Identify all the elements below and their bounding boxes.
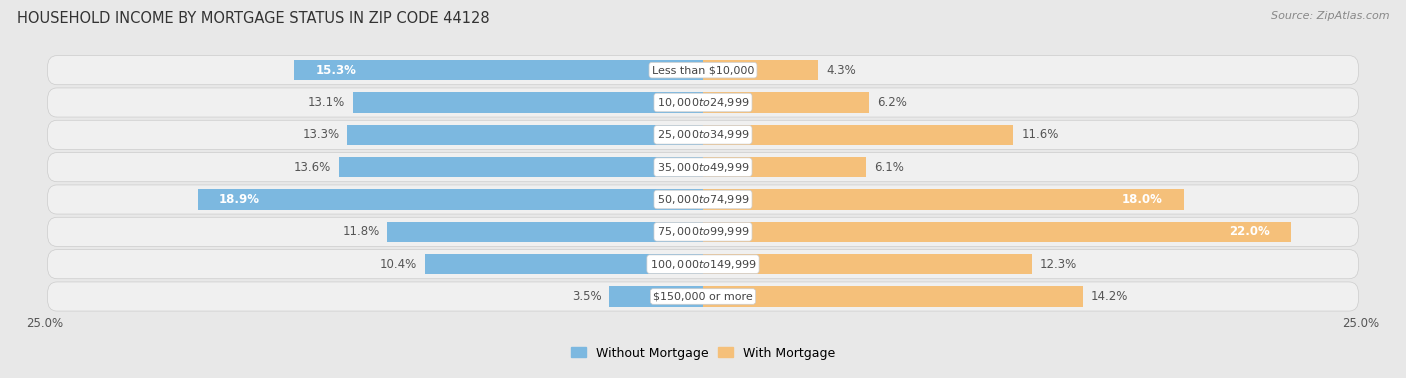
Text: 11.6%: 11.6% [1021, 128, 1059, 141]
Text: 18.0%: 18.0% [1122, 193, 1163, 206]
Text: 4.3%: 4.3% [825, 64, 856, 77]
Text: $75,000 to $99,999: $75,000 to $99,999 [657, 225, 749, 239]
Text: $150,000 or more: $150,000 or more [654, 291, 752, 302]
Bar [347, 125, 703, 145]
Text: $25,000 to $34,999: $25,000 to $34,999 [657, 128, 749, 141]
Text: $35,000 to $49,999: $35,000 to $49,999 [657, 161, 749, 174]
Bar [353, 93, 703, 113]
Text: 15.3%: 15.3% [315, 64, 356, 77]
FancyBboxPatch shape [48, 282, 1358, 311]
Text: 13.6%: 13.6% [294, 161, 332, 174]
Text: 3.5%: 3.5% [572, 290, 602, 303]
Text: 13.3%: 13.3% [302, 128, 339, 141]
Text: 6.1%: 6.1% [875, 161, 904, 174]
Text: 10.4%: 10.4% [380, 258, 416, 271]
Text: $100,000 to $149,999: $100,000 to $149,999 [650, 258, 756, 271]
Text: 12.3%: 12.3% [1040, 258, 1077, 271]
FancyBboxPatch shape [48, 185, 1358, 214]
Bar [703, 254, 1032, 274]
Bar [703, 287, 1083, 307]
FancyBboxPatch shape [48, 217, 1358, 246]
Text: Less than $10,000: Less than $10,000 [652, 65, 754, 75]
Legend: Without Mortgage, With Mortgage: Without Mortgage, With Mortgage [571, 347, 835, 359]
FancyBboxPatch shape [48, 56, 1358, 85]
Bar [703, 157, 866, 177]
Bar [425, 254, 703, 274]
Text: 25.0%: 25.0% [1343, 316, 1379, 330]
Text: $10,000 to $24,999: $10,000 to $24,999 [657, 96, 749, 109]
Bar [703, 125, 1014, 145]
Bar [703, 189, 1184, 209]
Bar [294, 60, 703, 80]
FancyBboxPatch shape [48, 120, 1358, 149]
Bar [703, 93, 869, 113]
Text: Source: ZipAtlas.com: Source: ZipAtlas.com [1271, 11, 1389, 21]
Bar [339, 157, 703, 177]
Text: 14.2%: 14.2% [1091, 290, 1128, 303]
Text: 6.2%: 6.2% [877, 96, 907, 109]
FancyBboxPatch shape [48, 249, 1358, 279]
FancyBboxPatch shape [48, 153, 1358, 182]
Text: 13.1%: 13.1% [308, 96, 344, 109]
Bar [609, 287, 703, 307]
Text: 11.8%: 11.8% [342, 225, 380, 239]
Bar [388, 222, 703, 242]
Text: 22.0%: 22.0% [1229, 225, 1270, 239]
Text: $50,000 to $74,999: $50,000 to $74,999 [657, 193, 749, 206]
Text: 25.0%: 25.0% [27, 316, 63, 330]
FancyBboxPatch shape [48, 88, 1358, 117]
Text: HOUSEHOLD INCOME BY MORTGAGE STATUS IN ZIP CODE 44128: HOUSEHOLD INCOME BY MORTGAGE STATUS IN Z… [17, 11, 489, 26]
Bar [198, 189, 703, 209]
Bar [703, 222, 1291, 242]
Text: 18.9%: 18.9% [219, 193, 260, 206]
Bar [703, 60, 818, 80]
